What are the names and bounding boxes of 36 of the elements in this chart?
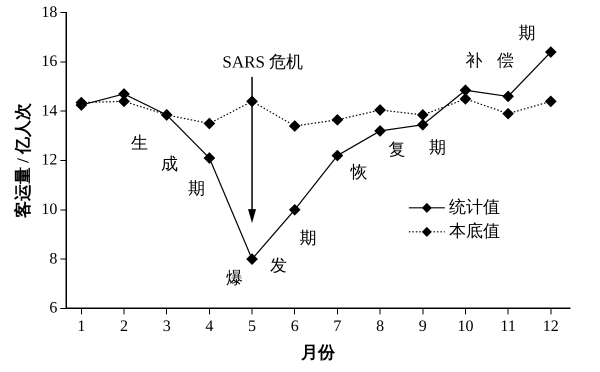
y-tick-label: 12 xyxy=(41,152,58,169)
y-tick-label: 10 xyxy=(41,201,58,218)
annotation: 爆 xyxy=(226,268,244,288)
x-tick-label: 10 xyxy=(457,318,474,336)
x-tick-label: 1 xyxy=(77,318,86,336)
x-axis-title: 月份 xyxy=(300,343,336,362)
y-tick-label: 14 xyxy=(41,102,58,120)
annotation: 期 xyxy=(518,23,536,42)
annotation: 生 xyxy=(130,134,148,153)
annotation: 发 xyxy=(270,256,287,275)
y-tick-label: 16 xyxy=(41,53,58,70)
x-tick-label: 3 xyxy=(162,318,171,336)
annotation: 成 xyxy=(161,154,178,174)
legend-label: 本底值 xyxy=(448,221,500,240)
x-tick-label: 9 xyxy=(418,318,427,336)
y-axis-title: 客运量 / 亿人次 xyxy=(14,102,33,220)
annotation: 补 xyxy=(465,50,482,70)
annotation: SARS 危机 xyxy=(222,52,304,72)
y-tick-label: 6 xyxy=(49,300,58,317)
annotation: 期 xyxy=(429,138,446,157)
x-tick-label: 11 xyxy=(500,318,516,336)
x-tick-label: 7 xyxy=(333,318,342,336)
annotation: 期 xyxy=(300,228,317,248)
x-tick-label: 4 xyxy=(205,318,214,336)
x-tick-label: 5 xyxy=(248,318,256,336)
x-tick-label: 12 xyxy=(542,318,559,336)
annotation: 偿 xyxy=(497,50,514,70)
x-tick-label: 8 xyxy=(376,318,384,336)
annotation: 期 xyxy=(188,178,205,198)
annotation: 恢 xyxy=(349,162,368,182)
y-tick-label: 8 xyxy=(49,250,58,268)
y-tick-label: 18 xyxy=(41,4,58,21)
annotation: 复 xyxy=(388,140,406,160)
x-tick-label: 6 xyxy=(290,318,299,336)
legend-label: 统计值 xyxy=(448,197,500,216)
x-tick-label: 2 xyxy=(120,318,128,336)
